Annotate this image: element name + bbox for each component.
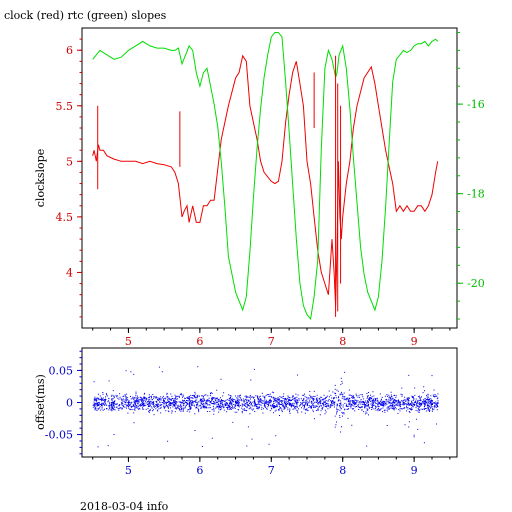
x-tick-label: 8 (339, 335, 346, 348)
y-tick-label: 4 (66, 266, 73, 279)
x-tick-label: 6 (196, 335, 203, 348)
slopes-plot-frame (81, 27, 458, 329)
slopes-y-axis-left: 4 4.5 5 5.5 6 (56, 38, 82, 318)
y-tick-label: 6 (66, 44, 73, 57)
x-tick-label: 5 (125, 464, 132, 477)
y-tick-label: 4.5 (56, 211, 74, 224)
x-tick-label: 9 (411, 335, 418, 348)
x-tick-label: 8 (339, 464, 346, 477)
slopes-x-axis: 5 6 7 8 9 (92, 328, 451, 348)
y-tick-label: 5.5 (56, 100, 74, 113)
slopes-panel: 5 6 7 8 9 4 4.5 5 5.5 6 -16 -18 -20 clockslope (34, 27, 485, 348)
y2-tick-label: -20 (467, 277, 485, 290)
offset-panel: 5 6 7 8 9 0.05 0 -0.05 offset(ms) (34, 347, 458, 477)
y-tick-label: 0.05 (49, 364, 74, 377)
x-tick-label: 5 (125, 335, 132, 348)
y-tick-label: 5 (66, 155, 73, 168)
offset-axis-label: offset(ms) (34, 374, 47, 430)
x-tick-label: 7 (268, 335, 275, 348)
chart-title: clock (red) rtc (green) slopes (4, 9, 167, 22)
slopes-series-group (92, 32, 439, 321)
offset-y-axis: 0.05 0 -0.05 (45, 350, 82, 455)
y2-tick-label: -18 (467, 188, 485, 201)
x-tick-label: 7 (268, 464, 275, 477)
y-tick-label: -0.05 (45, 429, 73, 442)
slopes-y-axis-right: -16 -18 -20 (457, 31, 485, 320)
x-tick-label: 9 (411, 464, 418, 477)
y2-tick-label: -16 (467, 98, 485, 111)
rtc-slope-line (92, 32, 439, 321)
offset-scatter-points (92, 366, 439, 448)
y-tick-label: 0 (66, 397, 73, 410)
x-tick-label: 6 (196, 464, 203, 477)
clockslope-axis-label: clockslope (34, 149, 47, 207)
offset-scatter-group (92, 366, 439, 448)
clock-slope-line (92, 54, 439, 306)
offset-x-axis: 5 6 7 8 9 (92, 457, 451, 477)
footer-date-info: 2018-03-04 info (80, 500, 169, 512)
